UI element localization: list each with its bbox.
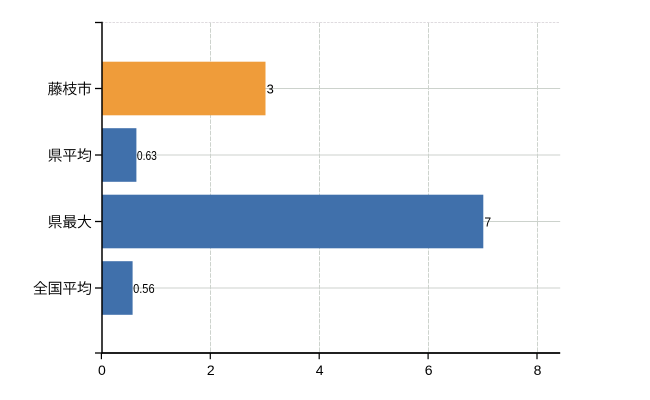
svg-text:8: 8 bbox=[534, 362, 542, 378]
svg-text:6: 6 bbox=[425, 362, 433, 378]
svg-text:0.63: 0.63 bbox=[137, 148, 157, 163]
svg-text:7: 7 bbox=[484, 214, 491, 229]
svg-text:0.56: 0.56 bbox=[133, 281, 155, 296]
svg-text:3: 3 bbox=[267, 81, 274, 96]
svg-text:4: 4 bbox=[316, 362, 324, 378]
svg-text:2: 2 bbox=[207, 362, 215, 378]
svg-text:0: 0 bbox=[98, 362, 106, 378]
